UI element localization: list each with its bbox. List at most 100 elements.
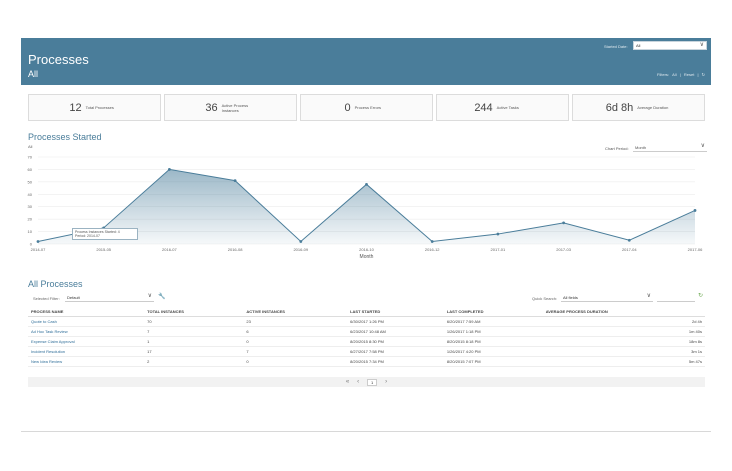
- reset-link[interactable]: Reset: [683, 72, 695, 77]
- table-row: Quote to Cash 70 23 6/30/2017 1:26 PM 6/…: [28, 316, 705, 327]
- table-cell: 7: [243, 346, 348, 357]
- x-tick-label: 2016-07: [162, 247, 177, 252]
- table-header-row: PROCESS NAME TOTAL INSTANCES ACTIVE INST…: [28, 307, 705, 317]
- started-date-select[interactable]: All ∨: [633, 41, 707, 50]
- chart-period-value: Month: [635, 145, 647, 150]
- data-point: [233, 179, 237, 183]
- page-header: Processes All Started Date: All ∨ Filter…: [21, 38, 711, 85]
- processes-table: PROCESS NAME TOTAL INSTANCES ACTIVE INST…: [28, 307, 705, 367]
- y-tick-label: 40: [28, 192, 33, 197]
- table-cell: 2d 4h: [542, 316, 705, 327]
- stats-row: 12 Total Processes 36 Active Process Ins…: [28, 94, 705, 121]
- wrench-icon[interactable]: 🔧: [158, 294, 166, 300]
- stat-average-duration: 6d 8h Average Duration: [572, 94, 705, 121]
- table-row: Ad Hoc Task Review 7 6 6/23/2017 10:48 A…: [28, 326, 705, 337]
- x-tick-label: 2016-09: [293, 247, 308, 252]
- table-row: New Idea Review 2 0 8/20/2015 7:34 PM 8/…: [28, 356, 705, 367]
- column-header[interactable]: PROCESS NAME: [28, 307, 145, 317]
- table-cell: 3m 1s: [542, 346, 705, 357]
- chevron-down-icon: ∨: [646, 293, 651, 299]
- table-cell: 7: [144, 326, 244, 337]
- quick-search-input[interactable]: [657, 293, 695, 302]
- tooltip-line: Process Instances Started: 4: [75, 230, 120, 234]
- next-page-icon[interactable]: ›: [385, 379, 388, 385]
- table-cell: 6/30/2017 1:26 PM: [347, 316, 444, 327]
- table-title: All Processes: [28, 279, 83, 289]
- x-tick-label: 2016-10: [359, 247, 374, 252]
- x-tick-label: 2017-03: [556, 247, 571, 252]
- stat-label: Process Errors: [354, 105, 382, 110]
- stat-value: 6d 8h: [605, 101, 634, 114]
- refresh-icon[interactable]: ↻: [701, 72, 705, 77]
- column-header[interactable]: LAST STARTED: [347, 307, 444, 317]
- chart-period-select[interactable]: Month ∨: [633, 143, 707, 152]
- table-cell: 6/23/2017 10:48 AM: [347, 326, 444, 337]
- data-point: [365, 182, 368, 186]
- stat-label: Average Duration: [637, 105, 669, 110]
- table-row: Incident Resolution 17 7 6/27/2017 7:58 …: [28, 346, 705, 357]
- y-tick-label: 70: [28, 155, 33, 160]
- process-name-link[interactable]: Ad Hoc Task Review: [28, 326, 145, 337]
- table-cell: 6/20/2017 7:59 AM: [443, 316, 543, 327]
- column-header[interactable]: TOTAL INSTANCES: [144, 307, 244, 317]
- process-name-link[interactable]: Incident Resolution: [28, 346, 145, 357]
- y-tick-label: 30: [28, 204, 33, 209]
- chart-period-label: Chart Period:: [605, 146, 629, 151]
- table-cell: 17: [144, 346, 244, 357]
- data-point: [36, 240, 40, 243]
- y-tick-label: 50: [28, 179, 33, 184]
- data-point: [627, 238, 631, 242]
- table-cell: 1/26/2017 1:18 PM: [443, 326, 543, 337]
- data-point: [693, 209, 697, 212]
- x-tick-label: 2017-04: [622, 247, 637, 252]
- table-cell: 6/27/2017 7:58 PM: [347, 346, 444, 357]
- page-title: Processes: [28, 52, 89, 67]
- table-cell: 8/20/2015 7:34 PM: [347, 356, 444, 367]
- current-page[interactable]: 1: [367, 378, 378, 386]
- prev-page-icon[interactable]: ‹: [357, 379, 360, 385]
- first-page-icon[interactable]: «: [345, 379, 350, 385]
- table-cell: 0: [243, 336, 348, 347]
- x-axis-label: Month: [360, 254, 374, 260]
- y-tick-label: 0: [30, 242, 33, 247]
- table-cell: 8/20/2015 7:07 PM: [443, 356, 543, 367]
- selected-filter-value: Default: [67, 295, 80, 300]
- table-cell: 23: [243, 316, 348, 327]
- filters-value-link[interactable]: All: [672, 72, 677, 77]
- stat-process-errors: 0 Process Errors: [300, 94, 433, 121]
- y-tick-label: 60: [28, 167, 33, 172]
- process-name-link[interactable]: Expense Claim Approval: [28, 336, 145, 347]
- data-point: [430, 240, 434, 243]
- refresh-icon[interactable]: ↻: [698, 293, 704, 299]
- quick-search-field-select[interactable]: All fields ∨: [561, 293, 653, 302]
- table-cell: 6: [243, 326, 348, 337]
- stat-label: Active Tasks: [496, 105, 519, 110]
- table-row: Expense Claim Approval 1 0 8/20/2015 8:3…: [28, 336, 705, 347]
- chevron-down-icon: ∨: [699, 42, 704, 48]
- process-name-link[interactable]: New Idea Review: [28, 356, 145, 367]
- stat-label: Total Processes: [85, 105, 114, 110]
- separator: |: [679, 72, 681, 77]
- selected-filter-label: Selected Filter:: [33, 296, 60, 301]
- processes-started-chart: 0 10 20 30 40 50 60 70 2014-07 2015-05 2016-07 2016…: [28, 155, 704, 261]
- selected-filter-select[interactable]: Default ∨: [65, 293, 154, 302]
- pagination: « ‹ 1 ›: [28, 377, 705, 387]
- table-cell: 1/26/2017 4:20 PM: [443, 346, 543, 357]
- x-tick-label: 2015-05: [96, 247, 111, 252]
- stat-active-tasks: 244 Active Tasks: [436, 94, 569, 121]
- column-header[interactable]: AVERAGE PROCESS DURATION: [542, 307, 705, 317]
- quick-search-field-value: All fields: [563, 295, 578, 300]
- table-cell: 2: [144, 356, 244, 367]
- table-cell: 8/20/2015 8:18 PM: [443, 336, 543, 347]
- chart-tooltip: Process Instances Started: 4 Period: 201…: [72, 228, 138, 240]
- column-header[interactable]: LAST COMPLETED: [443, 307, 543, 317]
- page-subtitle: All: [28, 69, 39, 79]
- process-name-link[interactable]: Quote to Cash: [28, 316, 145, 327]
- table-cell: 18m 8s: [542, 336, 705, 347]
- chevron-down-icon: ∨: [700, 143, 705, 149]
- stat-value: 0: [344, 101, 351, 114]
- filters-label: Filters:: [657, 72, 670, 77]
- chart-title: Processes Started: [28, 132, 102, 142]
- chevron-down-icon: ∨: [147, 293, 152, 299]
- column-header[interactable]: ACTIVE INSTANCES: [243, 307, 348, 317]
